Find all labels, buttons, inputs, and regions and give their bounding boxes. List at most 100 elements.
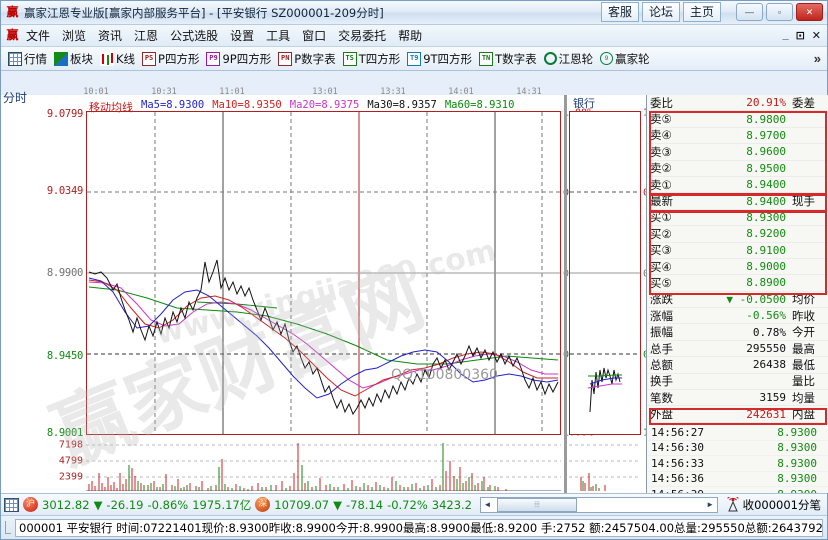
grid-icon	[8, 51, 22, 66]
toolbar-button-winner-wheel[interactable]: 9 赢家轮	[597, 49, 653, 69]
sector-plot[interactable]	[569, 111, 641, 435]
menu-item-window[interactable]: 窗口	[302, 29, 327, 43]
bid-price: 8.9100	[746, 243, 786, 257]
shenzhen-index-icon: 深	[255, 497, 271, 512]
quotes-grid-icon[interactable]	[4, 497, 19, 512]
mdi-close-icon[interactable]: ✕	[811, 30, 821, 42]
menu-item-browse[interactable]: 浏览	[62, 29, 87, 43]
tick-list[interactable]: 14:56:27 8.9300 14:56:30 8.9300 14:56:33…	[647, 425, 828, 493]
toolbar-overflow-icon[interactable]: »	[813, 51, 821, 66]
ask-label: 卖⑤	[650, 112, 672, 127]
close-icon[interactable]: ✕	[796, 3, 823, 21]
menu-item-news[interactable]: 资讯	[98, 29, 123, 43]
trade-count-row: 笔数 3159 均量	[647, 390, 828, 407]
bid-label: 买⑤	[650, 276, 672, 290]
total-volume-row: 总手 295550 最高	[647, 341, 828, 358]
amplitude-value: 0.78%	[752, 325, 786, 339]
toolbar-label: T四方形	[358, 51, 401, 66]
toolbar-button-kline[interactable]: K线	[97, 49, 138, 69]
toolbar-label: P四方形	[158, 51, 200, 66]
menu-item-formula-stock-picking[interactable]: 公式选股	[170, 29, 219, 43]
sector-plot-svg	[570, 191, 640, 413]
ask-row-5[interactable]: 卖⑤ 8.9800	[647, 111, 828, 128]
tick-price: 8.9300	[713, 488, 825, 493]
menu-item-help[interactable]: 帮助	[398, 29, 423, 43]
homepage-button[interactable]: 主页	[683, 2, 721, 22]
bid-row-1[interactable]: 买① 8.9300	[647, 210, 828, 227]
ask-row-4[interactable]: 卖④ 8.9700	[647, 128, 828, 145]
tick-row[interactable]: 14:56:39 8.9300	[647, 487, 828, 493]
mdi-restore-icon[interactable]: ⊡	[795, 30, 805, 42]
sector-volume-svg	[569, 444, 641, 491]
change-label: 涨跌	[650, 292, 673, 307]
ask-row-2[interactable]: 卖② 8.9500	[647, 161, 828, 177]
tick-row[interactable]: 14:56:33 8.9300	[647, 456, 828, 472]
toolbar-button-p-number-table[interactable]: PN P数字表	[275, 49, 338, 69]
toolbar-label: 行情	[24, 51, 47, 66]
shanghai-index-value: 3012.82	[42, 497, 90, 512]
amplitude-row: 振幅 0.78% 今开	[647, 324, 828, 341]
minimize-icon[interactable]: —	[736, 3, 763, 21]
toolbar-label: P数字表	[294, 51, 336, 66]
menu-item-trade-order[interactable]: 交易委托	[338, 29, 387, 43]
tick-time: 14:56:30	[651, 441, 704, 455]
receiving-label: 收000001分笔	[742, 497, 821, 512]
ask-row-1[interactable]: 卖① 8.9400	[647, 177, 828, 194]
shanghai-index-icon: 沪	[23, 497, 38, 512]
high-label: 最高	[792, 341, 815, 356]
sector-volume-plot[interactable]	[569, 443, 641, 491]
menu-item-settings[interactable]: 设置	[230, 29, 255, 43]
resize-grip-icon	[5, 521, 11, 534]
toolbar-label: 9T四方形	[423, 51, 473, 66]
tick-row[interactable]: 14:56:36 8.9300	[647, 472, 828, 487]
maximize-icon[interactable]: ▫	[766, 3, 793, 21]
change-row: 涨跌 ▼ -0.0500 均价	[647, 292, 828, 309]
scroll-right-icon[interactable]: ►	[706, 500, 715, 509]
tick-price: 8.9300	[777, 456, 817, 470]
ask-price: 8.9600	[746, 145, 786, 159]
bid-row-4[interactable]: 买④ 8.9000	[647, 259, 828, 276]
tab-intraday[interactable]: 分时	[3, 91, 28, 105]
time-tick: 10:31	[151, 87, 177, 97]
tick-time: 14:56:27	[651, 425, 704, 439]
volume-plot[interactable]	[86, 443, 561, 491]
menu-item-gann[interactable]: 江恩	[134, 29, 159, 43]
total-amount-label: 总额	[650, 357, 673, 372]
tick-row[interactable]: 14:56:27 8.9300	[647, 425, 828, 441]
time-tick: 11:01	[219, 87, 245, 97]
bid-price: 8.9200	[746, 227, 786, 241]
toolbar-button-9t-square[interactable]: T9 9T四方形	[404, 49, 475, 69]
trade-count-label: 笔数	[650, 390, 673, 405]
scroll-left-icon[interactable]: ◄	[483, 500, 492, 509]
tick-price: 8.9300	[777, 441, 817, 455]
forum-button[interactable]: 论坛	[642, 2, 680, 22]
tick-row[interactable]: 14:56:30 8.9300	[647, 441, 828, 456]
toolbar-button-sectors[interactable]: 板块	[51, 49, 96, 69]
price-plot[interactable]	[86, 111, 561, 435]
menu-item-tools[interactable]: 工具	[266, 29, 291, 43]
ask-price: 8.9700	[746, 128, 786, 142]
bid-row-3[interactable]: 买③ 8.9100	[647, 243, 828, 259]
toolbar-button-gann-wheel[interactable]: 江恩轮	[541, 49, 597, 69]
outer-volume-value: 242631	[746, 407, 786, 421]
mdi-minimize-icon[interactable]: _	[782, 29, 789, 41]
toolbar-button-p-square[interactable]: PS P四方形	[139, 49, 202, 69]
main-toolbar: 行情 板块 K线 PS P四方形 P9 9P四方形 PN P数字表 TS T四方…	[1, 47, 827, 71]
status-scrollbar[interactable]: ◄ ⦙⦙⦙ ►	[480, 496, 718, 513]
toolbar-button-9p-square[interactable]: P9 9P四方形	[203, 49, 274, 69]
tick-time: 14:56:39	[651, 488, 713, 493]
toolbar-button-t-square[interactable]: TS T四方形	[340, 49, 404, 69]
ma-legend-ma10: Ma10=8.9350	[212, 99, 282, 111]
toolbar-button-t-number-table[interactable]: TN T数字表	[476, 49, 540, 69]
bid-row-2[interactable]: 买② 8.9200	[647, 226, 828, 243]
intraday-chart[interactable]: 10:01 10:31 11:01 13:01 13:31 14:01 14:3…	[1, 87, 673, 495]
toolbar-button-quotes[interactable]: 行情	[5, 49, 50, 69]
bid-row-5[interactable]: 买⑤ 8.8900	[647, 275, 828, 292]
turnover-row: 换手 量比	[647, 374, 828, 391]
menu-item-file[interactable]: 文件	[26, 29, 51, 43]
latest-price: 8.9400	[746, 194, 786, 208]
customer-service-button[interactable]: 客服	[601, 2, 639, 22]
scroll-thumb[interactable]: ⦙⦙⦙	[497, 497, 577, 512]
t9-icon: T9	[407, 51, 422, 66]
ask-row-3[interactable]: 卖③ 8.9600	[647, 144, 828, 161]
